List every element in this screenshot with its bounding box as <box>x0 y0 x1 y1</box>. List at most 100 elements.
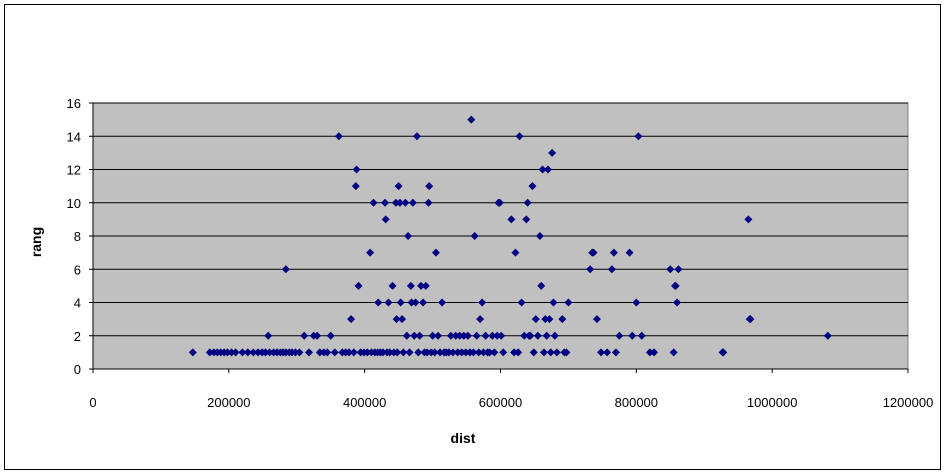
data-point <box>315 348 324 357</box>
x-tick-label: 800000 <box>615 395 658 410</box>
data-point <box>249 348 258 357</box>
data-point <box>354 281 363 290</box>
data-point <box>546 348 555 357</box>
data-point <box>265 348 274 357</box>
data-point <box>544 165 553 174</box>
data-point <box>381 198 390 207</box>
data-point <box>637 331 646 340</box>
y-axis: 0 2 4 6 8 10 12 14 16 <box>67 96 94 377</box>
data-point <box>520 331 529 340</box>
data-point <box>304 348 313 357</box>
data-point <box>467 115 476 124</box>
y-tick-label: 0 <box>74 362 81 377</box>
data-point <box>295 348 304 357</box>
data-point <box>589 248 598 257</box>
data-point <box>374 298 383 307</box>
data-point <box>391 198 400 207</box>
y-tick-label: 6 <box>74 262 81 277</box>
x-axis: 0 200000 400000 600000 800000 1000000 1200000 <box>89 368 934 410</box>
data-point <box>823 331 832 340</box>
data-point <box>476 315 485 324</box>
data-point <box>461 348 470 357</box>
data-point <box>395 198 404 207</box>
data-point <box>352 165 361 174</box>
data-point <box>533 331 542 340</box>
data-point <box>550 331 559 340</box>
data-point <box>510 348 519 357</box>
data-point <box>430 348 439 357</box>
data-point <box>363 348 372 357</box>
data-point <box>517 298 526 307</box>
data-point <box>507 215 516 224</box>
data-point <box>349 348 358 357</box>
x-tick-label: 200000 <box>207 395 250 410</box>
data-point <box>634 132 643 141</box>
data-point <box>511 248 520 257</box>
data-point <box>615 331 624 340</box>
data-point <box>421 281 430 290</box>
data-point <box>381 215 390 224</box>
data-point <box>548 148 557 157</box>
y-tick-label: 8 <box>74 229 81 244</box>
data-point <box>388 281 397 290</box>
x-tick-label: 1000000 <box>747 395 798 410</box>
data-point <box>463 331 472 340</box>
data-point <box>326 331 335 340</box>
data-point <box>369 198 378 207</box>
data-point <box>238 348 247 357</box>
data-point <box>351 182 360 191</box>
data-point <box>399 348 408 357</box>
data-point <box>384 298 393 307</box>
data-point <box>493 331 502 340</box>
data-point <box>514 348 523 357</box>
y-tick-label: 4 <box>74 296 81 311</box>
data-point <box>592 315 601 324</box>
data-point <box>669 348 678 357</box>
data-point <box>404 232 413 240</box>
x-axis-title: dist <box>451 430 476 446</box>
data-point <box>411 298 420 307</box>
data-point <box>562 348 571 357</box>
data-point <box>515 132 524 141</box>
data-point <box>564 298 573 307</box>
data-point <box>485 348 494 357</box>
data-point <box>625 248 634 257</box>
data-point <box>645 348 654 357</box>
data-point <box>406 281 415 290</box>
data-point <box>410 331 419 340</box>
x-tick-label: 600000 <box>479 395 522 410</box>
data-point <box>628 331 637 340</box>
x-tick-label: 1200000 <box>883 395 934 410</box>
data-point <box>444 348 453 357</box>
y-axis-title: rang <box>28 227 44 257</box>
data-point <box>231 348 240 357</box>
data-point <box>425 182 434 191</box>
data-point <box>453 348 462 357</box>
data-point <box>746 315 755 324</box>
data-point <box>385 348 394 357</box>
data-point <box>607 265 616 274</box>
data-point <box>558 315 567 324</box>
data-point <box>205 348 214 357</box>
data-point <box>632 298 641 307</box>
data-point <box>334 132 343 141</box>
data-point <box>597 348 606 357</box>
data-point <box>366 248 375 257</box>
data-point <box>446 331 455 340</box>
data-point <box>529 348 538 357</box>
data-point <box>609 248 618 257</box>
data-point <box>291 348 300 357</box>
data-point <box>499 348 508 357</box>
data-point <box>448 348 457 357</box>
data-point <box>345 348 354 357</box>
data-point <box>414 348 423 357</box>
data-point <box>281 265 290 274</box>
data-point <box>396 298 405 307</box>
data-point <box>300 331 309 340</box>
data-point <box>417 281 426 290</box>
data-point <box>408 198 417 207</box>
data-point <box>379 348 388 357</box>
data-point <box>419 298 428 307</box>
data-point <box>405 348 414 357</box>
data-point <box>490 348 499 357</box>
